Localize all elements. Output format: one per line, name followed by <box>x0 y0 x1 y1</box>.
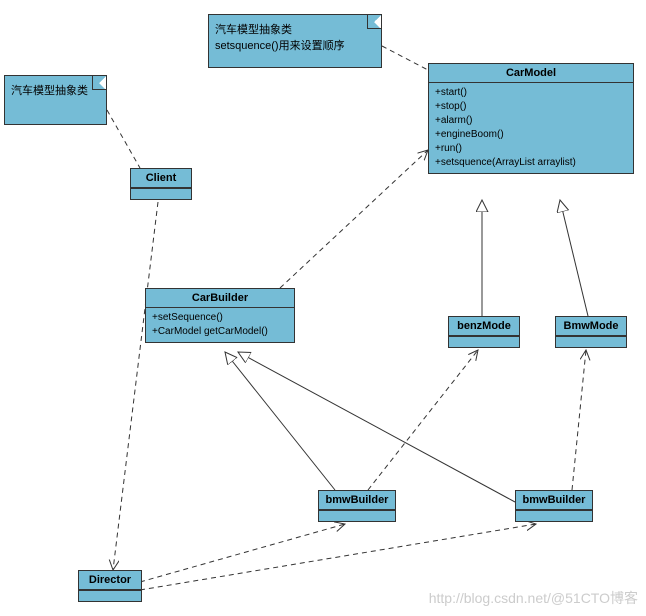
class-benzmode: benzMode <box>448 316 520 348</box>
class-name: bmwBuilder <box>319 491 395 510</box>
note-text-line1: 汽车模型抽象类 <box>215 24 292 36</box>
class-methods: +setSequence() +CarModel getCarModel() <box>146 308 294 342</box>
class-carbuilder: CarBuilder +setSequence() +CarModel getC… <box>145 288 295 343</box>
class-client: Client <box>130 168 192 200</box>
note-abstract-2: 汽车模型抽象类 setsquence()用来设置顺序 <box>208 14 382 68</box>
note-text: 汽车模型抽象类 <box>11 85 88 97</box>
class-director: Director <box>78 570 142 602</box>
watermark: http://blog.csdn.net/@51CTO博客 <box>429 588 638 608</box>
class-name: BmwMode <box>556 317 626 336</box>
class-name: benzMode <box>449 317 519 336</box>
class-name: Director <box>79 571 141 590</box>
class-name: bmwBuilder <box>516 491 592 510</box>
class-bmwbuilder-2: bmwBuilder <box>515 490 593 522</box>
class-carmodel: CarModel +start() +stop() +alarm() +engi… <box>428 63 634 174</box>
class-bmwmode: BmwMode <box>555 316 627 348</box>
class-name: CarModel <box>429 64 633 83</box>
class-methods: +start() +stop() +alarm() +engineBoom() … <box>429 83 633 173</box>
class-name: CarBuilder <box>146 289 294 308</box>
class-name: Client <box>131 169 191 188</box>
class-bmwbuilder-1: bmwBuilder <box>318 490 396 522</box>
note-abstract-1: 汽车模型抽象类 <box>4 75 107 125</box>
note-text-line2: setsquence()用来设置顺序 <box>215 40 345 52</box>
